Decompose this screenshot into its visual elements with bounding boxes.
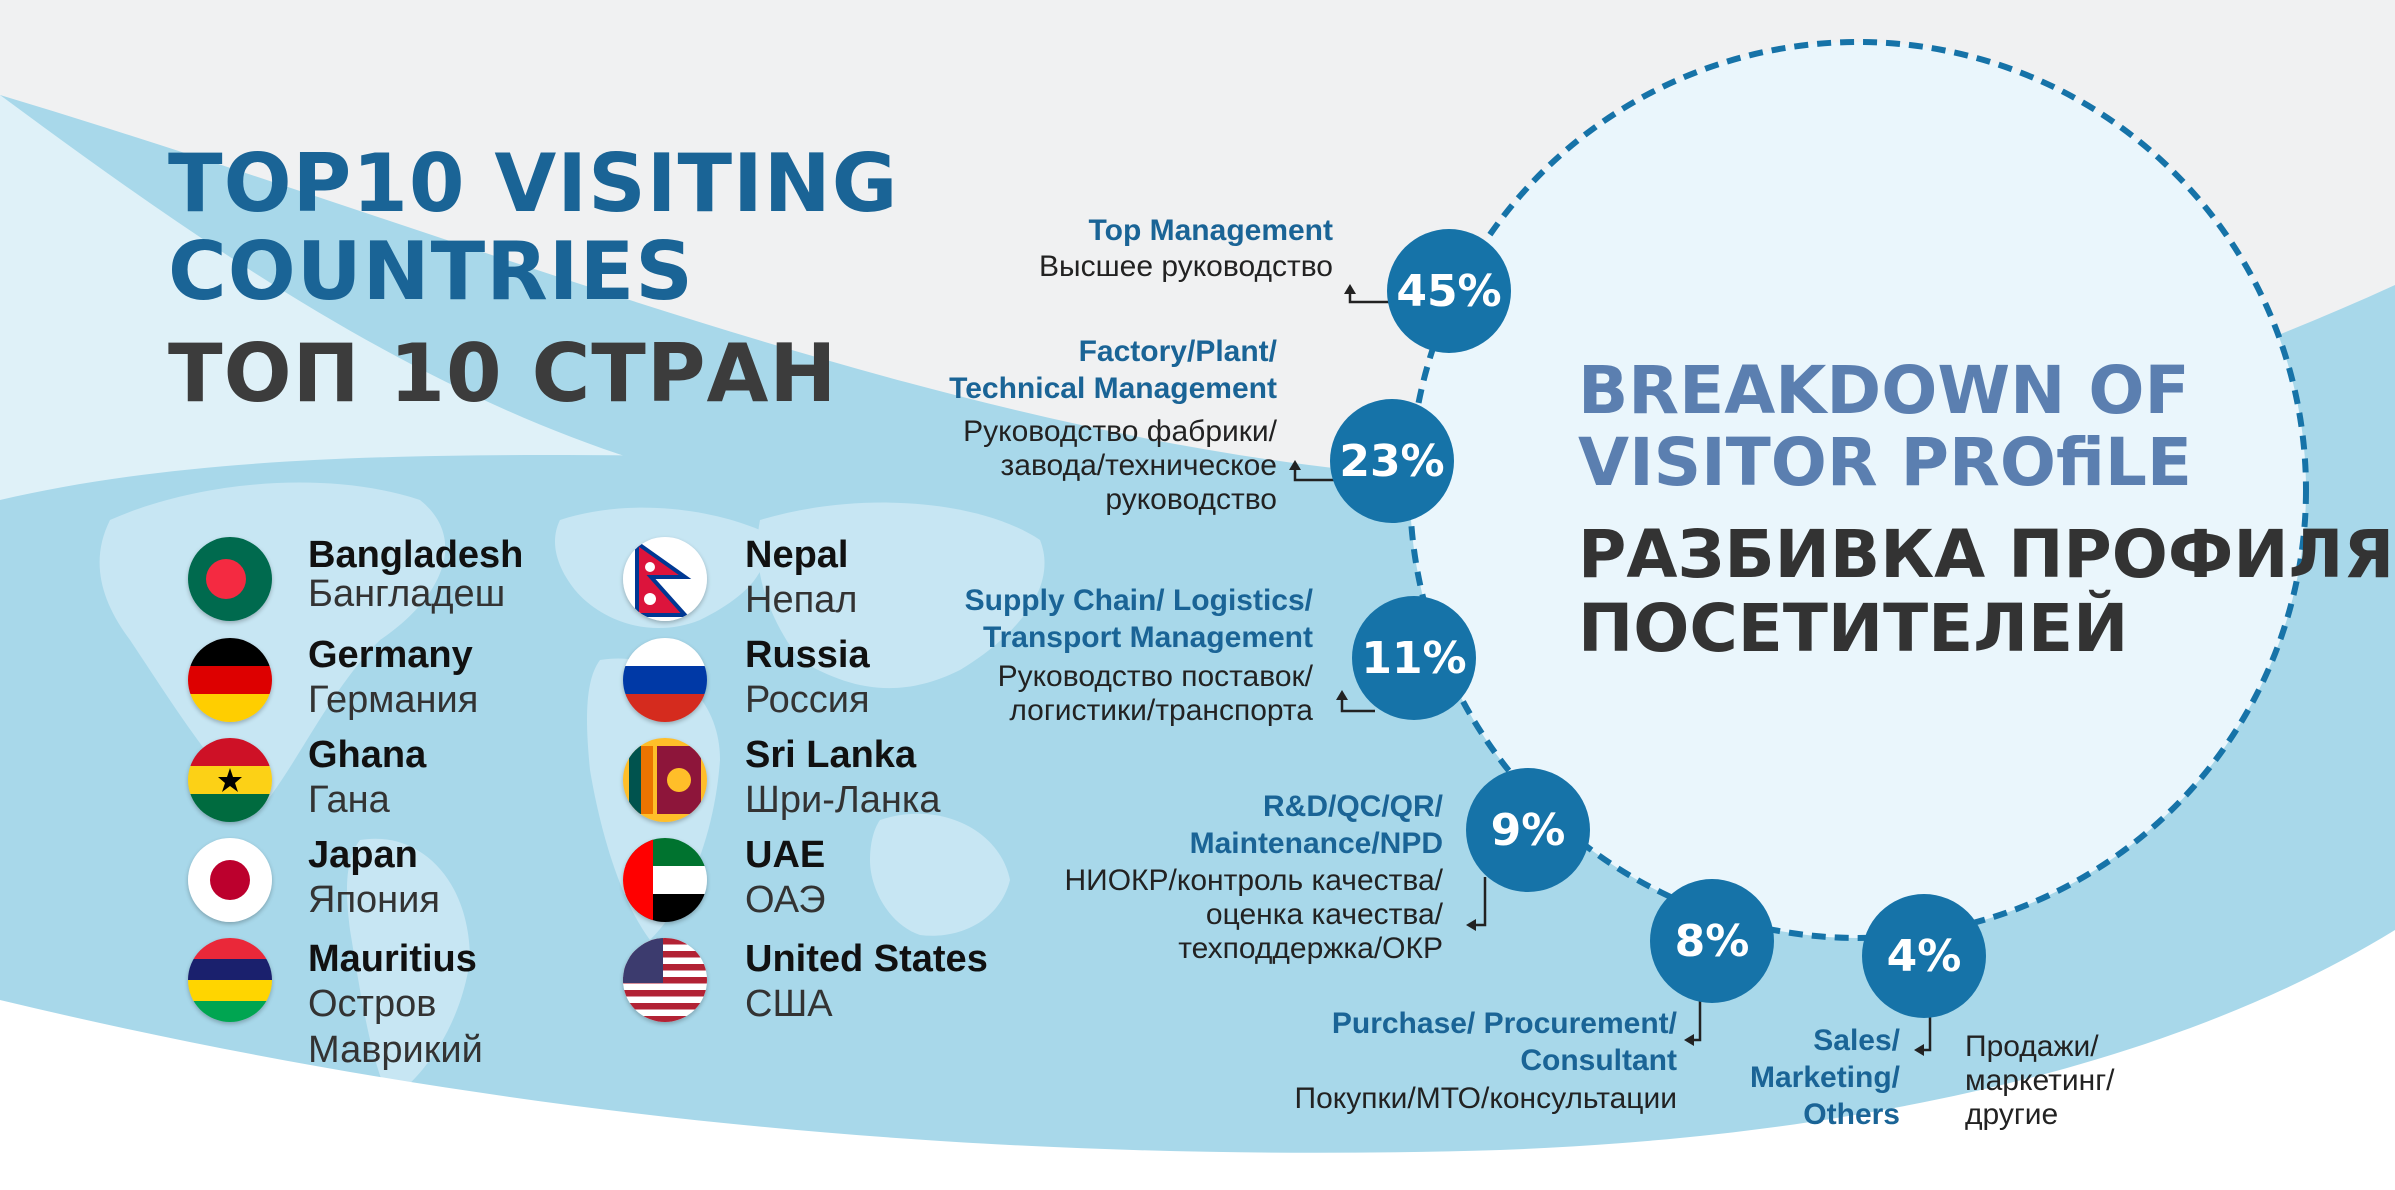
country-ru-russia: Россия bbox=[745, 679, 870, 721]
label-ru-sales: Продажи/ маркетинг/ другие bbox=[1965, 1030, 2115, 1131]
label-ru-top-management: Высшее руководство bbox=[1039, 250, 1333, 283]
label-ru-purchase: Покупки/МТО/консультации bbox=[1294, 1082, 1677, 1115]
percent-bubble-purchase: 8% bbox=[1650, 879, 1774, 1003]
label-en-top-management: Top Management bbox=[1088, 214, 1333, 247]
country-name-united-states: United States bbox=[745, 938, 988, 980]
label-ru-factory: Руководство фабрики/ завода/техническое … bbox=[963, 415, 1277, 516]
country-ru-japan: Япония bbox=[308, 879, 440, 921]
label-en-factory: Factory/Plant/ Technical Management bbox=[949, 335, 1277, 405]
country-ru-germany: Германия bbox=[308, 679, 479, 721]
usa-flag-icon bbox=[623, 938, 707, 1022]
percent-bubble-supply-chain: 11% bbox=[1352, 596, 1476, 720]
country-ru-united-states: США bbox=[745, 983, 833, 1025]
country-name-ghana: Ghana bbox=[308, 734, 427, 776]
breakdown-title-ru-line2: ПОСЕТИТЕЛЕЙ bbox=[1578, 590, 2129, 667]
sri-lanka-flag-icon bbox=[623, 738, 707, 822]
breakdown-title-ru-line1: РАЗБИВКА ПРОФИЛЯ bbox=[1578, 516, 2395, 593]
japan-flag-icon bbox=[188, 838, 272, 922]
label-en-purchase: Purchase/ Procurement/ Consultant bbox=[1331, 1007, 1677, 1077]
country-ru-uae: ОАЭ bbox=[745, 879, 826, 921]
label-ru-rnd: НИОКР/контроль качества/ оценка качества… bbox=[1064, 864, 1443, 965]
label-en-supply-chain: Supply Chain/ Logistics/ Transport Manag… bbox=[964, 584, 1313, 654]
country-name-bangladesh: Bangladesh bbox=[308, 534, 524, 576]
country-ru-nepal: Непал bbox=[745, 579, 858, 621]
ghana-flag-icon bbox=[188, 738, 272, 822]
percent-bubble-sales: 4% bbox=[1862, 894, 1986, 1018]
country-name-germany: Germany bbox=[308, 634, 473, 676]
country-name-mauritius: Mauritius bbox=[308, 938, 477, 980]
mauritius-flag-icon bbox=[188, 938, 272, 1022]
title-en-line2: COUNTRIES bbox=[168, 225, 694, 318]
country-name-nepal: Nepal bbox=[745, 534, 849, 576]
country-name-uae: UAE bbox=[745, 834, 826, 876]
percent-bubble-rnd: 9% bbox=[1466, 768, 1590, 892]
label-en-rnd: R&D/QC/QR/ Maintenance/NPD bbox=[1189, 790, 1443, 860]
country-name-japan: Japan bbox=[308, 834, 418, 876]
breakdown-title-en-line1: BREAKDOWN OF bbox=[1578, 352, 2190, 429]
title-en-line1: TOP10 VISITING bbox=[168, 137, 899, 230]
percent-bubble-top-management: 45% bbox=[1387, 229, 1511, 353]
nepal-flag-icon bbox=[623, 537, 707, 621]
country-name-russia: Russia bbox=[745, 634, 870, 676]
country-ru-ghana: Гана bbox=[308, 779, 390, 821]
breakdown-title-en-line2: VISITOR PROfiLE bbox=[1578, 424, 2193, 501]
label-en-sales: Sales/ Marketing/ Others bbox=[1749, 1024, 1900, 1131]
country-ru-sri-lanka: Шри-Ланка bbox=[745, 779, 941, 821]
germany-flag-icon bbox=[188, 638, 272, 722]
percent-bubble-factory: 23% bbox=[1330, 399, 1454, 523]
country-name-sri-lanka: Sri Lanka bbox=[745, 734, 917, 776]
russia-flag-icon bbox=[623, 638, 707, 722]
country-ru-bangladesh: Бангладеш bbox=[308, 573, 506, 615]
country-ru-mauritius: Остров Маврикий bbox=[308, 983, 483, 1071]
label-ru-supply-chain: Руководство поставок/ логистики/транспор… bbox=[997, 660, 1313, 727]
title-ru: ТОП 10 СТРАН bbox=[168, 327, 838, 420]
uae-flag-icon bbox=[623, 838, 707, 922]
bangladesh-flag-icon bbox=[188, 537, 272, 621]
